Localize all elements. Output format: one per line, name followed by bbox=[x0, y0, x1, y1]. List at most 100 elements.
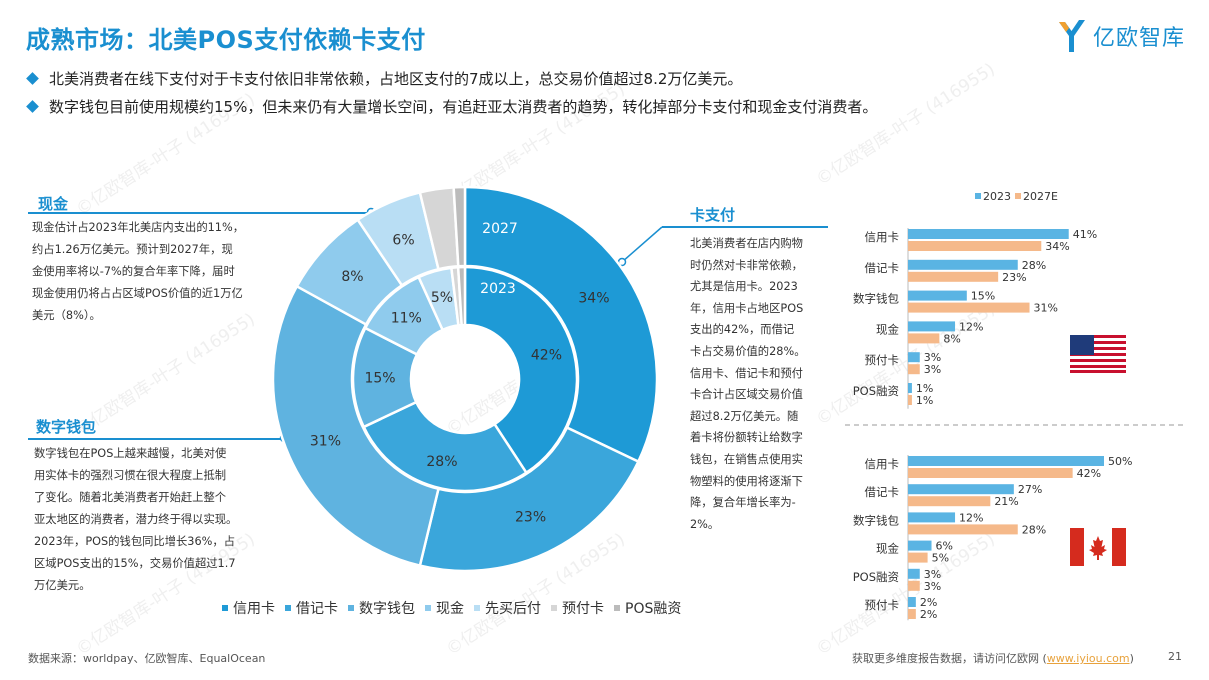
legend-label: 预付卡 bbox=[562, 601, 604, 617]
bar-value-label: 2% bbox=[920, 596, 937, 609]
bar-value-label: 15% bbox=[971, 290, 995, 303]
legend-label: 借记卡 bbox=[296, 601, 338, 617]
donut-slice-2027-5 bbox=[418, 186, 460, 271]
bar-value-label: 42% bbox=[1077, 467, 1101, 480]
donut-slice-2023-3 bbox=[363, 275, 445, 357]
text-line: 年，信用卡占地区POS bbox=[690, 301, 804, 315]
legend-label: POS融资 bbox=[625, 601, 682, 617]
bar-value-label: 5% bbox=[932, 552, 949, 565]
legend-item: 信用卡 bbox=[222, 598, 275, 618]
bar-value-label: 3% bbox=[924, 351, 941, 364]
bar-2023 bbox=[908, 540, 932, 551]
legend-swatch bbox=[285, 605, 291, 611]
text-line: 北美消费者在店内购物 bbox=[690, 237, 803, 250]
legend-item: 先买后付 bbox=[474, 598, 541, 618]
donut-data-label: 6% bbox=[392, 232, 414, 248]
legend-item: POS融资 bbox=[614, 598, 681, 618]
legend-swatch bbox=[348, 605, 354, 611]
cash-leader-line bbox=[28, 212, 371, 214]
bar-category-label: 数字钱包 bbox=[853, 292, 899, 306]
bar-category-label: 借记卡 bbox=[865, 261, 900, 275]
bar-value-label: 23% bbox=[1002, 271, 1026, 284]
donut-slice-2023-6 bbox=[456, 265, 467, 327]
bar-value-label: 31% bbox=[1034, 302, 1058, 315]
donut-data-label: 8% bbox=[341, 269, 363, 285]
bar-category-label: POS融资 bbox=[853, 570, 899, 584]
bar-2027E bbox=[908, 468, 1073, 478]
donut-slice-2027-1 bbox=[418, 425, 641, 573]
legend-label: 现金 bbox=[436, 601, 464, 617]
bar-2023 bbox=[908, 456, 1104, 466]
bar-category-label: 信用卡 bbox=[865, 230, 900, 244]
bar-value-label: 1% bbox=[916, 394, 933, 407]
bar-category-label: 预付卡 bbox=[865, 598, 900, 612]
bar-value-label: 12% bbox=[959, 511, 983, 524]
bar-2027E bbox=[908, 333, 940, 344]
bar-category-label: 现金 bbox=[876, 322, 899, 336]
bar-2027E bbox=[908, 580, 920, 591]
text-line: 区域POS支出的15%，交易价值超过1.7 bbox=[34, 557, 236, 570]
donut-slice-2027-4 bbox=[356, 190, 440, 288]
bar-value-label: 50% bbox=[1108, 455, 1132, 468]
donut-data-label: 31% bbox=[310, 433, 341, 449]
legend-item: 借记卡 bbox=[285, 598, 338, 618]
donut-data-label: 5% bbox=[431, 290, 453, 306]
donut-slice-2023-5 bbox=[449, 265, 464, 327]
card-heading: 卡支付 bbox=[690, 206, 736, 224]
bar-2023 bbox=[908, 229, 1069, 239]
text-line: 超过8.2万亿美元。随 bbox=[690, 409, 799, 423]
bar-2027E bbox=[908, 271, 999, 282]
bar-2027E bbox=[908, 302, 1030, 313]
bar-2027E bbox=[908, 524, 1018, 535]
wallet-heading: 数字钱包 bbox=[36, 418, 97, 436]
legend-swatch bbox=[551, 605, 557, 611]
bar-2027E bbox=[908, 496, 991, 507]
legend-label: 信用卡 bbox=[233, 601, 275, 617]
donut-slice-2027-3 bbox=[295, 218, 404, 327]
card-description: 北美消费者在店内购物 时仍然对卡非常依赖， 尤其是信用卡。2023 年，信用卡占… bbox=[690, 233, 830, 535]
bar-value-label: 2% bbox=[920, 608, 937, 621]
bar-value-label: 3% bbox=[924, 568, 941, 581]
legend-label: 数字钱包 bbox=[359, 601, 415, 617]
logo-icon bbox=[1059, 20, 1085, 52]
bar-2023 bbox=[908, 383, 912, 393]
bar-value-label: 3% bbox=[924, 363, 941, 376]
text-line: 用实体卡的强烈习惯在很大程度上抵制 bbox=[34, 469, 227, 482]
legend-swatch bbox=[222, 605, 228, 611]
bar-category-label: 预付卡 bbox=[865, 353, 900, 367]
text-line: 卡占交易价值的28%。 bbox=[690, 344, 806, 358]
text-line: 降，复合年增长率为- bbox=[690, 496, 796, 510]
bar-2023 bbox=[908, 290, 967, 301]
bar-value-label: 27% bbox=[1018, 483, 1042, 496]
bar-legend-swatch bbox=[1015, 193, 1021, 199]
text-line: 尤其是信用卡。2023 bbox=[690, 280, 798, 294]
bar-2027E bbox=[908, 609, 916, 619]
bar-2023 bbox=[908, 597, 916, 607]
donut-slice-2023-1 bbox=[362, 400, 529, 493]
bar-value-label: 6% bbox=[936, 540, 953, 553]
donut-slice-2023-0 bbox=[463, 265, 579, 475]
cash-heading: 现金 bbox=[38, 195, 69, 213]
bar-category-label: POS融资 bbox=[853, 384, 899, 398]
bar-category-label: 数字钱包 bbox=[853, 513, 899, 527]
bar-category-label: 借记卡 bbox=[865, 485, 900, 499]
donut-slice-2027-6 bbox=[452, 185, 467, 268]
text-line: 支出的42%，而借记 bbox=[690, 323, 795, 337]
page-title: 成熟市场：北美POS支付依赖卡支付 bbox=[26, 26, 426, 54]
data-source: 数据来源：worldpay、亿欧智库、EqualOcean bbox=[28, 652, 266, 665]
bar-2023 bbox=[908, 512, 956, 523]
inner-ring-label: 2023 bbox=[480, 281, 516, 297]
legend-swatch bbox=[474, 605, 480, 611]
bar-legend-label: 2027E bbox=[1023, 190, 1058, 203]
text-line: 约占1.26万亿美元。预计到2027年，现 bbox=[32, 243, 233, 256]
diamond-icon bbox=[26, 71, 39, 85]
text-line: 信用卡、借记卡和预付 bbox=[690, 366, 803, 380]
us-flag-icon bbox=[1070, 335, 1126, 373]
text-line: 2023年，POS的钱包同比增长36%，占 bbox=[34, 535, 236, 548]
footer-link[interactable]: www.iyiou.com bbox=[1046, 652, 1130, 665]
donut-slice-2023-2 bbox=[351, 326, 419, 429]
text-line: 钱包，在销售点使用实 bbox=[690, 452, 803, 466]
wallet-leader-line bbox=[28, 438, 284, 440]
bar-value-label: 12% bbox=[959, 320, 983, 333]
bar-2023 bbox=[908, 484, 1014, 495]
